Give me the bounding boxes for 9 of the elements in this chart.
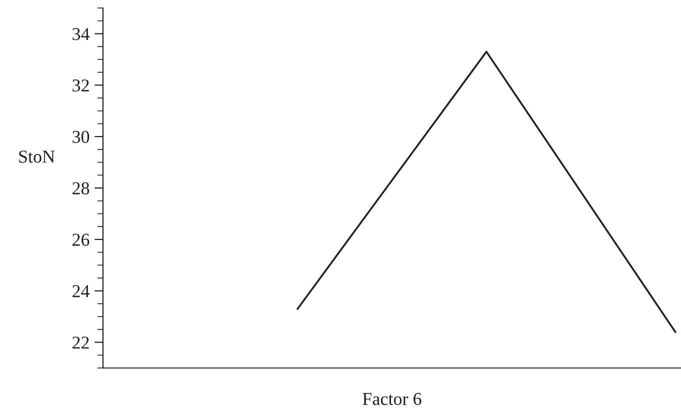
y-axis-title: StoN [19, 150, 55, 163]
x-axis-title: Factor 6 [362, 392, 422, 406]
y-tick-label: 26 [72, 234, 90, 246]
y-tick-label: 32 [72, 79, 89, 92]
y-tick-label: 30 [72, 130, 90, 144]
y-tick-label: 28 [72, 182, 90, 194]
y-tick-label: 22 [72, 336, 89, 349]
y-tick-label: 24 [72, 285, 90, 298]
y-tick-label: 34 [72, 28, 90, 40]
